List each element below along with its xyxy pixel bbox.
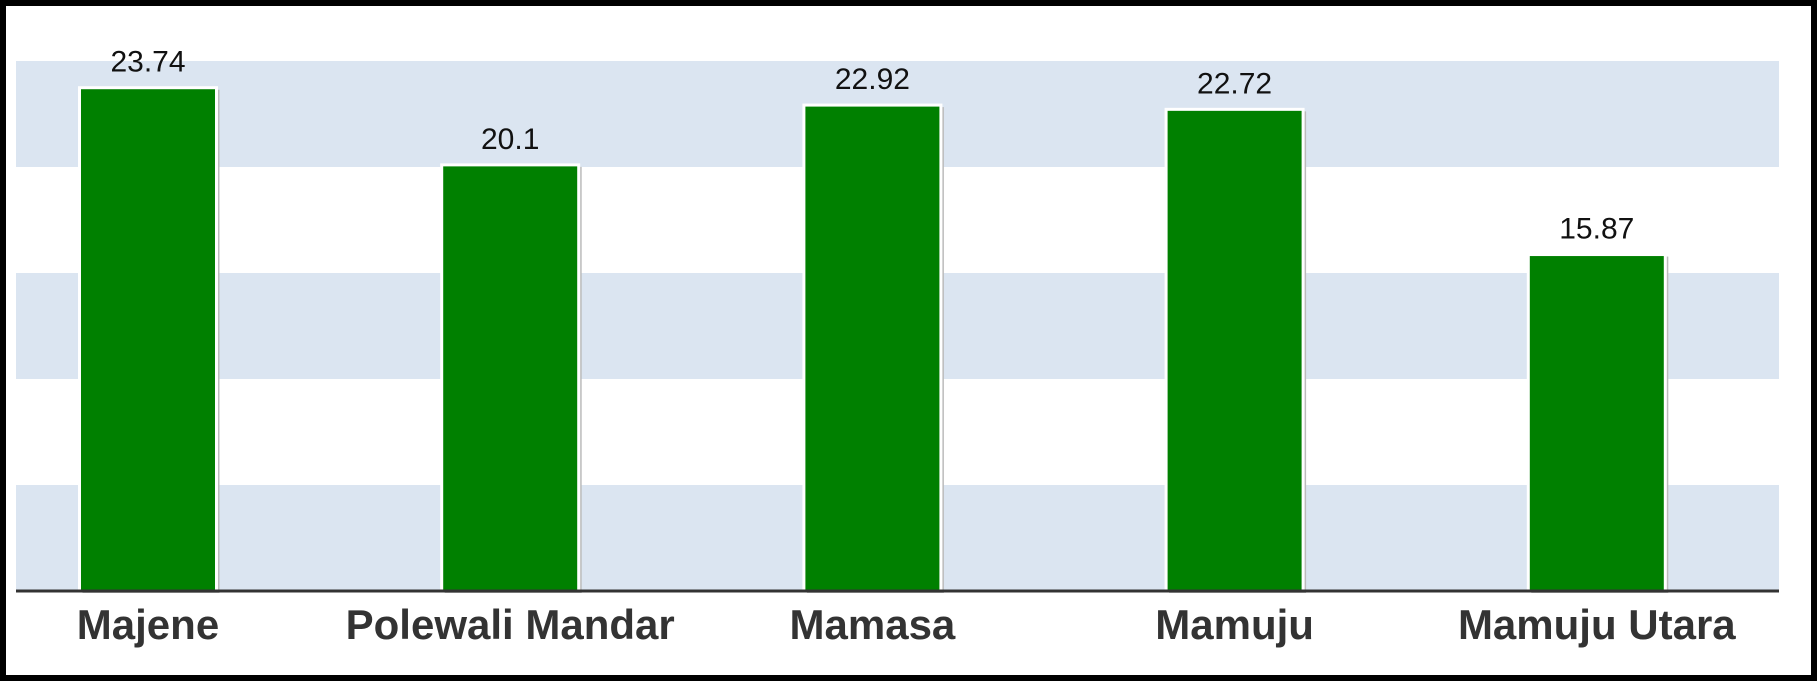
bar: [1164, 107, 1305, 593]
x-tick-label: Mamasa: [790, 601, 956, 648]
value-label: 22.72: [1197, 67, 1272, 100]
x-tick-label: Mamuju: [1155, 601, 1314, 648]
value-label: 20.1: [481, 123, 539, 156]
bar: [440, 163, 581, 593]
bar: [802, 103, 943, 593]
value-label: 15.87: [1559, 212, 1634, 245]
value-label: 22.92: [835, 63, 910, 96]
bar: [78, 86, 218, 593]
value-label: 23.74: [110, 46, 185, 79]
x-tick-label: Majene: [77, 601, 219, 648]
x-tick-label: Mamuju Utara: [1458, 601, 1736, 648]
x-tick-label: Polewali Mandar: [346, 601, 675, 648]
bar: [1526, 253, 1667, 593]
